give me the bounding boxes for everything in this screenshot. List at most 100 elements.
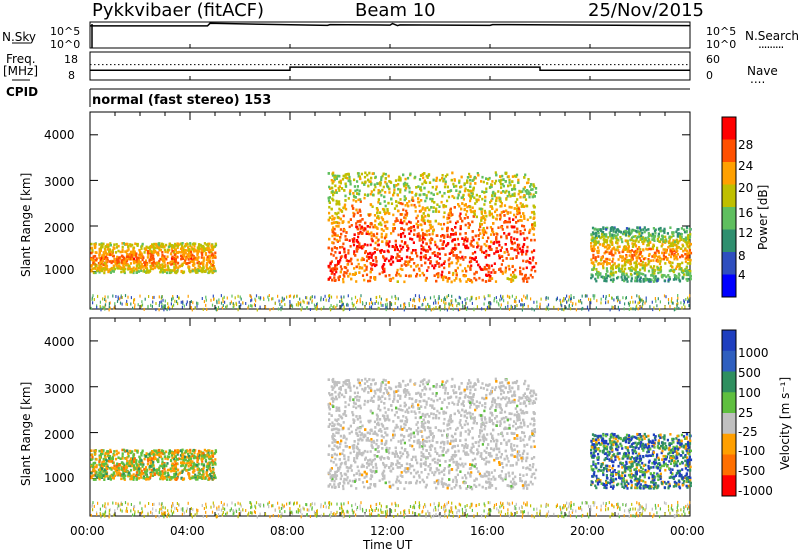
power-echo-cell (508, 277, 511, 281)
power-echo-cell (432, 206, 435, 209)
velocity-echo-cell (472, 445, 475, 448)
velocity-echo-cell (152, 461, 155, 464)
power-echo-cell (147, 249, 150, 253)
velocity-echo-cell (531, 465, 534, 469)
velocity-echo-cell (211, 463, 214, 466)
velocity-echo-cell (127, 473, 130, 476)
power-echo-cell (332, 226, 335, 229)
velocity-echo-cell (170, 463, 174, 467)
power-echo-cell (109, 243, 112, 247)
velocity-echo-cell (98, 460, 101, 463)
power-echo-cell (344, 253, 347, 257)
power-echo-cell (100, 268, 103, 272)
velocity-echo-cell (518, 454, 522, 457)
velocity-echo-cell (149, 462, 152, 465)
velocity-echo-cell (453, 402, 456, 406)
power-echo-cell (460, 196, 463, 200)
power-echo-cell (437, 210, 441, 213)
power-echo-cell (175, 255, 178, 259)
velocity-echo-cell (338, 445, 341, 449)
power-echo-cell (143, 263, 147, 267)
power-echo-cell (494, 171, 497, 174)
power-echo-cell (178, 265, 181, 268)
power-echo-cell (516, 238, 519, 241)
power-echo-cell (141, 242, 144, 246)
velocity-echo-cell (182, 458, 185, 462)
power-echo-cell (358, 223, 361, 227)
velocity-echo-cell (117, 451, 120, 455)
power-echo-cell (174, 260, 177, 264)
power-echo-cell (347, 249, 350, 252)
power-echo-cell (91, 258, 94, 262)
velocity-echo-cell (164, 471, 167, 475)
velocity-echo-cell (119, 457, 122, 460)
velocity-echo-cell (513, 444, 516, 447)
power-echo-cell (158, 249, 161, 252)
power-echo-cell (196, 261, 199, 265)
power-echo-cell (165, 268, 168, 272)
velocity-echo-cell (505, 454, 508, 458)
velocity-echo-cell (363, 382, 367, 385)
velocity-echo-cell (379, 458, 382, 461)
power-echo-cell (334, 189, 338, 192)
power-echo-cell (181, 271, 184, 275)
power-echo-cell (533, 249, 536, 252)
power-echo-cell (186, 253, 190, 256)
velocity-echo-cell (355, 487, 358, 490)
power-echo-cell (165, 257, 168, 261)
power-echo-cell (137, 256, 140, 260)
power-echo-cell (474, 202, 477, 205)
velocity-echo-cell (414, 416, 417, 420)
power-echo-cell (370, 190, 373, 193)
velocity-echo-cell (121, 448, 124, 452)
velocity-echo-cell (508, 399, 511, 403)
power-echo-cell (453, 179, 456, 182)
velocity-echo-cell (494, 487, 498, 490)
power-echo-cell (183, 255, 186, 258)
velocity-echo-cell (451, 435, 454, 439)
power-echo-cell (464, 187, 467, 190)
velocity-echo-cell (477, 444, 480, 448)
velocity-echo-cell (188, 476, 191, 479)
velocity-echo-cell (462, 404, 465, 407)
velocity-echo-cell (92, 468, 95, 471)
power-echo-cell (197, 250, 201, 253)
velocity-echo-cell (201, 474, 204, 477)
power-echo-cell (132, 271, 135, 275)
velocity-echo-cell (531, 394, 534, 398)
velocity-echo-cell (436, 462, 439, 465)
power-echo-cell (518, 243, 521, 247)
velocity-echo-cell (526, 388, 529, 391)
velocity-echo-cell (465, 416, 469, 420)
power-echo-cell (187, 246, 190, 249)
velocity-echo-cell (445, 451, 448, 454)
velocity-echo-cell (388, 480, 391, 484)
power-echo-cell (139, 260, 142, 264)
power-echo-cell (483, 265, 486, 269)
velocity-echo-cell (341, 384, 345, 387)
power-echo-cell (200, 256, 203, 259)
velocity-echo-cell (124, 449, 127, 453)
velocity-echo-cell (388, 447, 391, 450)
power-echo-cell (149, 251, 152, 255)
power-echo-cell (524, 198, 528, 201)
velocity-echo-cell (335, 397, 338, 401)
power-echo-cell (438, 265, 441, 268)
velocity-echo-cell (196, 478, 199, 481)
velocity-echo-cell (373, 457, 376, 461)
velocity-echo-cell (101, 460, 104, 464)
power-echo-cell (151, 244, 155, 247)
power-echo-cell (489, 201, 492, 204)
velocity-echo-cell (168, 475, 171, 479)
power-echo-cell (449, 235, 452, 239)
power-echo-cell (478, 265, 481, 269)
velocity-echo-cell (522, 474, 525, 477)
power-echo-cell (508, 217, 511, 220)
velocity-echo-cell (443, 384, 446, 387)
power-echo-cell (405, 209, 408, 213)
power-echo-cell (482, 180, 485, 184)
velocity-echo-cell (121, 457, 124, 460)
power-echo-cell (94, 271, 97, 275)
power-echo-cell (181, 242, 184, 245)
